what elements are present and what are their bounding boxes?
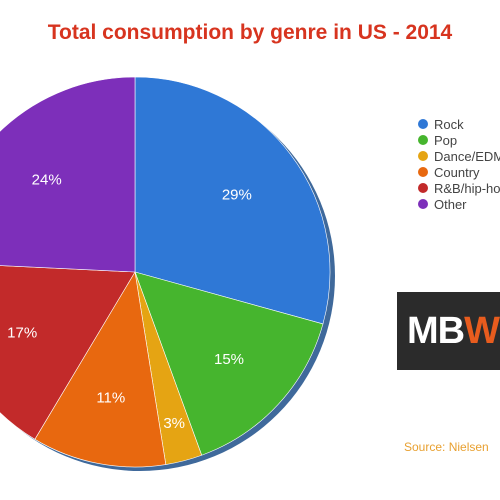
- logo-text: MBW: [407, 310, 500, 353]
- chart-legend: Rock Pop Dance/EDM Country R&B/hip-hop O…: [418, 116, 500, 212]
- legend-item-pop: Pop: [418, 132, 500, 148]
- logo-text-mb: MB: [407, 310, 465, 352]
- chart-title: Total consumption by genre in US - 2014: [47, 21, 453, 44]
- legend-label: Dance/EDM: [434, 148, 500, 164]
- pie-slice-other: [0, 76, 136, 273]
- legend-item-rock: Rock: [418, 116, 500, 132]
- legend-swatch: [418, 119, 428, 129]
- logo-text-w: W: [464, 310, 500, 352]
- mbw-logo: MBW: [397, 292, 500, 370]
- legend-swatch: [418, 199, 428, 209]
- legend-item-country: Country: [418, 164, 500, 180]
- legend-label: Pop: [434, 132, 458, 148]
- data-label-other: 24%: [32, 171, 62, 188]
- legend-label: Rock: [434, 116, 464, 132]
- data-label-pop: 15%: [214, 351, 244, 368]
- legend-label: Country: [434, 164, 480, 180]
- pie-slice-pop: [134, 271, 324, 456]
- legend-item-rnb-hiphop: R&B/hip-hop: [418, 180, 500, 196]
- pie-slice-country: [34, 271, 167, 468]
- source-note: Source: Nielsen: [404, 440, 489, 454]
- legend-item-dance-edm: Dance/EDM: [418, 148, 500, 164]
- legend-item-other: Other: [418, 196, 500, 212]
- data-label-r-b-hip-hop: 17%: [7, 324, 37, 341]
- legend-swatch: [418, 183, 428, 193]
- data-label-country: 11%: [96, 390, 125, 407]
- pie-slice-rock: [134, 76, 331, 325]
- data-label-dance-edm: 3%: [163, 415, 185, 432]
- legend-label: Other: [434, 196, 467, 212]
- legend-swatch: [418, 151, 428, 161]
- legend-swatch: [418, 167, 428, 177]
- pie-slice-r-b-hip-hop: [0, 265, 136, 440]
- legend-label: R&B/hip-hop: [434, 180, 500, 196]
- data-label-rock: 29%: [222, 186, 252, 203]
- legend-swatch: [418, 135, 428, 145]
